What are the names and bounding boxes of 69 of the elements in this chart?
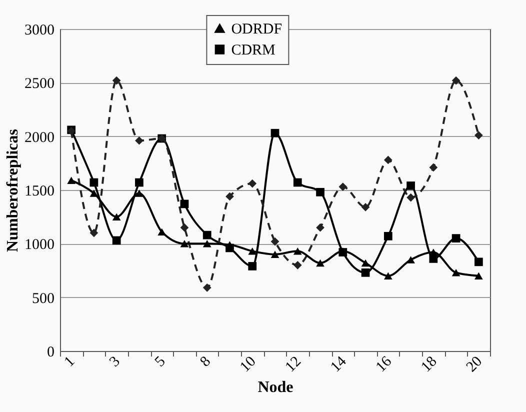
legend-label: CDRM xyxy=(231,42,276,58)
point xyxy=(474,258,483,266)
x-tick-label: 12 xyxy=(282,354,304,376)
point xyxy=(406,193,415,202)
point xyxy=(452,76,460,85)
x-tick-label: 8 xyxy=(197,354,214,370)
point xyxy=(384,156,392,164)
y-tick-label: 2500 xyxy=(24,76,54,92)
point xyxy=(429,163,438,172)
point xyxy=(361,268,370,277)
point xyxy=(361,202,370,212)
point xyxy=(406,256,415,264)
point xyxy=(112,76,121,85)
x-tick-label: 10 xyxy=(237,354,260,376)
point xyxy=(452,234,460,242)
point xyxy=(112,213,121,220)
point xyxy=(293,260,302,270)
point xyxy=(135,178,144,187)
point xyxy=(248,179,257,188)
y-tick-label: 0 xyxy=(47,344,54,360)
point xyxy=(248,262,257,270)
point xyxy=(270,250,280,258)
x-tick-label: 14 xyxy=(328,353,350,376)
point xyxy=(202,230,212,240)
y-tick-label: 2000 xyxy=(24,130,54,146)
x-tick-label: 1 xyxy=(62,354,78,370)
point xyxy=(384,272,392,280)
point xyxy=(180,223,189,232)
point xyxy=(384,232,392,240)
point xyxy=(158,228,166,236)
x-tick-label: 3 xyxy=(106,354,124,370)
point xyxy=(452,269,460,276)
point xyxy=(316,188,324,196)
y-tick-label: 500 xyxy=(32,290,54,307)
point xyxy=(474,131,483,140)
point xyxy=(90,190,98,197)
x-tick-label: 16 xyxy=(373,353,396,376)
point xyxy=(90,178,98,187)
y-tick-label: 1500 xyxy=(24,184,54,200)
point xyxy=(135,136,144,145)
x-axis-title: Node xyxy=(258,378,294,396)
point xyxy=(226,241,234,248)
point xyxy=(202,283,212,292)
point xyxy=(361,259,370,267)
point xyxy=(293,248,302,255)
point xyxy=(474,272,483,280)
point xyxy=(406,182,415,190)
x-tick-label: 18 xyxy=(418,354,440,376)
point xyxy=(112,236,121,245)
y-tick-label: 1000 xyxy=(24,237,54,254)
point xyxy=(90,228,98,238)
point xyxy=(270,237,280,246)
point xyxy=(316,223,324,232)
point xyxy=(202,240,212,248)
x-tick-label: 5 xyxy=(152,354,169,370)
point xyxy=(316,259,324,267)
legend-label: ODRDF xyxy=(231,22,282,38)
point xyxy=(226,192,234,201)
point xyxy=(248,248,257,255)
point xyxy=(270,128,280,138)
y-tick-label: 3000 xyxy=(24,22,54,38)
x-tick-label: 20 xyxy=(464,354,486,376)
point xyxy=(338,182,348,191)
point xyxy=(135,190,144,197)
point xyxy=(180,200,189,208)
point xyxy=(180,240,189,248)
y-axis-title: Numberofreplicas xyxy=(4,129,22,252)
point xyxy=(67,176,76,184)
point xyxy=(293,178,302,187)
